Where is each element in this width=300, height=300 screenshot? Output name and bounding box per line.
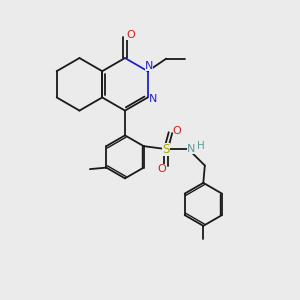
Text: N: N xyxy=(187,144,196,154)
Text: N: N xyxy=(149,94,157,104)
Text: O: O xyxy=(157,164,166,174)
Text: O: O xyxy=(173,126,182,136)
Text: N: N xyxy=(145,61,153,71)
Text: S: S xyxy=(162,142,170,156)
Text: O: O xyxy=(126,30,135,40)
Text: H: H xyxy=(197,140,205,151)
